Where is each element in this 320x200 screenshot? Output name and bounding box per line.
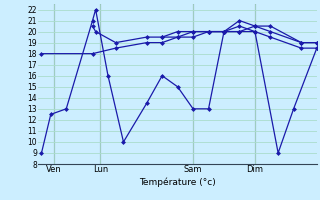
- X-axis label: Température (°c): Température (°c): [139, 177, 216, 187]
